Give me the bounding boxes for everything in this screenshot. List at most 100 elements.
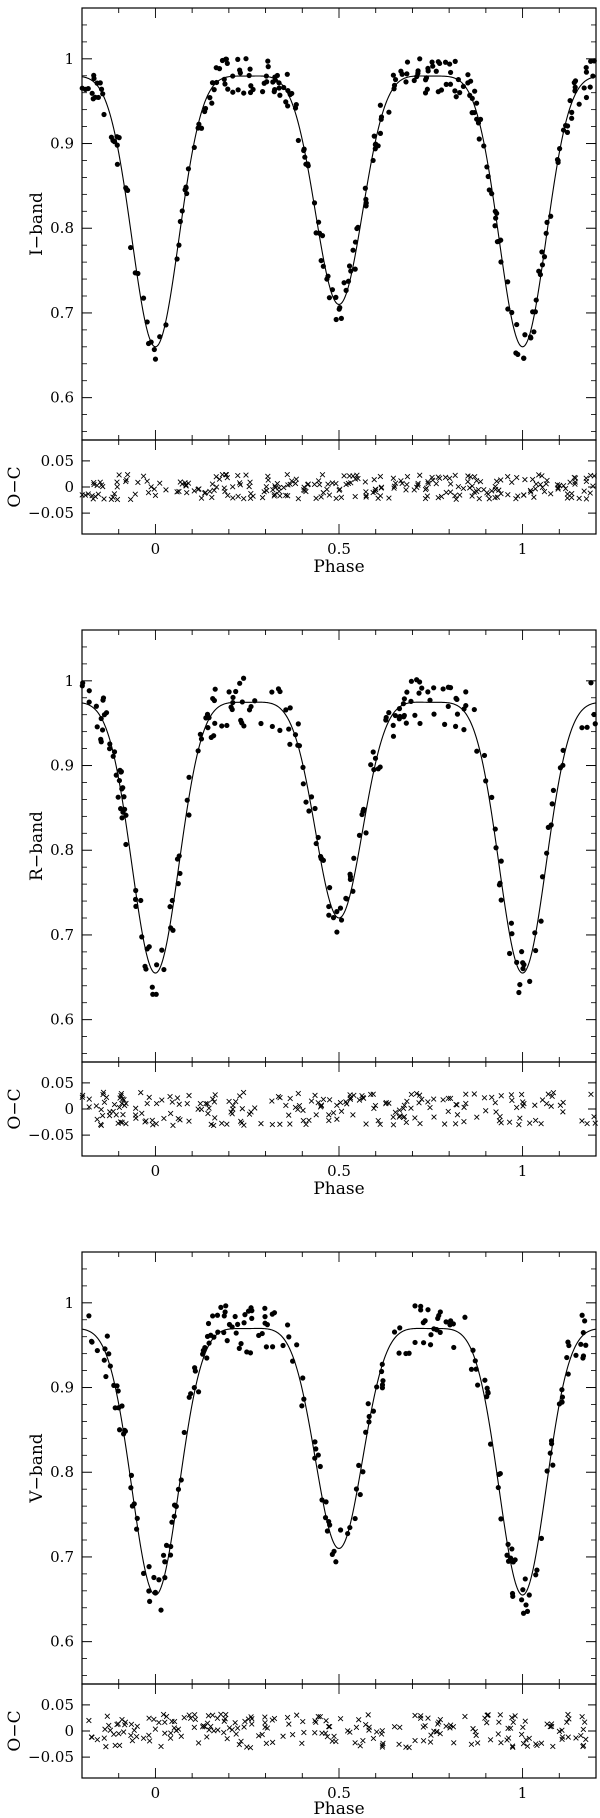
observed-point	[576, 101, 582, 107]
observed-point	[195, 748, 201, 754]
observed-point	[159, 947, 165, 953]
residual-point	[397, 1113, 403, 1119]
residual-point	[186, 1118, 192, 1124]
residual-point	[258, 1120, 264, 1127]
residual-point	[533, 1741, 539, 1747]
residual-point	[391, 483, 398, 489]
residual-point	[184, 1100, 190, 1107]
observed-point	[579, 1312, 585, 1318]
residual-point	[213, 484, 220, 490]
observed-point	[404, 689, 410, 695]
residual-point	[305, 481, 311, 488]
residual-point	[362, 479, 369, 485]
residual-point	[116, 1742, 123, 1749]
observed-point	[447, 61, 453, 67]
residual-y-axis-label: O−C	[5, 466, 25, 507]
residual-point	[229, 484, 236, 490]
observed-point	[246, 707, 253, 713]
observed-point	[169, 1519, 175, 1525]
residual-point	[550, 1089, 557, 1096]
observed-point	[560, 127, 567, 133]
observed-point	[149, 984, 155, 990]
observed-point	[240, 675, 247, 681]
observed-point	[334, 909, 340, 915]
panel-3: 0.6 0.7 0.8 0.9 1 V−band 0 0.5 1 Phase 0.05 0 −0.05O…	[5, 1251, 597, 1818]
observed-point	[147, 1598, 153, 1605]
observed-point	[163, 322, 169, 328]
residual-point	[128, 1721, 135, 1728]
observed-point	[80, 680, 86, 686]
residual-point	[347, 1092, 353, 1098]
observed-point	[396, 1350, 402, 1356]
residual-point	[295, 495, 302, 502]
residual-point	[128, 1732, 134, 1739]
observed-point	[119, 815, 125, 821]
residual-point	[341, 473, 347, 479]
observed-point	[580, 1330, 586, 1336]
observed-point	[496, 238, 502, 244]
residual-plot-frame	[81, 439, 597, 535]
observed-point	[520, 1610, 527, 1616]
residual-point	[555, 486, 561, 492]
observed-point	[453, 695, 459, 701]
residual-point	[390, 1122, 397, 1128]
residual-point	[201, 490, 208, 496]
observed-point	[536, 268, 542, 274]
residual-point	[198, 495, 205, 501]
x-tick-label: 0	[151, 1162, 161, 1180]
residual-point	[222, 488, 228, 495]
residual-point	[119, 1119, 125, 1126]
observed-point	[526, 1592, 532, 1598]
observed-point	[128, 1472, 135, 1478]
observed-point	[510, 1593, 516, 1599]
observed-point	[211, 87, 217, 93]
observed-point	[515, 351, 521, 358]
observed-point	[320, 857, 326, 863]
residual-point	[468, 1741, 475, 1748]
residual-point	[436, 475, 443, 482]
observed-point	[102, 1346, 108, 1352]
observed-point	[486, 187, 492, 193]
residual-point	[560, 1109, 566, 1115]
residual-point	[337, 1099, 344, 1106]
residual-point	[529, 476, 536, 483]
residual-point	[150, 1122, 156, 1128]
residual-point	[456, 492, 463, 498]
observed-point	[204, 711, 211, 717]
observed-point	[504, 1552, 510, 1558]
observed-point	[498, 1516, 504, 1522]
residual-point	[292, 1104, 299, 1111]
residual-point	[363, 494, 369, 500]
residual-point	[471, 1091, 478, 1097]
residual-point	[379, 1742, 386, 1748]
residual-point	[417, 1713, 424, 1719]
x-tick-label: 0.5	[327, 1784, 351, 1802]
residual-point	[114, 496, 121, 503]
observed-point	[86, 1313, 92, 1319]
observed-point	[121, 794, 127, 800]
residual-point	[420, 1738, 427, 1744]
residual-point	[133, 1733, 140, 1740]
residual-point	[334, 1116, 340, 1122]
residual-point	[481, 1095, 488, 1101]
observed-point	[363, 1429, 369, 1435]
observed-point	[473, 1366, 479, 1372]
observed-point	[416, 679, 423, 685]
observed-point	[219, 723, 225, 729]
observed-point	[564, 1354, 570, 1361]
residual-point	[101, 1735, 107, 1741]
observed-point	[430, 63, 436, 69]
residual-point	[486, 496, 493, 502]
observed-point	[272, 87, 278, 93]
observed-point	[315, 219, 322, 225]
residual-point	[91, 481, 97, 488]
residual-point	[293, 476, 300, 482]
residual-point	[576, 495, 582, 502]
residual-point	[167, 1110, 174, 1117]
residual-point	[151, 1716, 157, 1723]
observed-point	[434, 1327, 440, 1333]
observed-point	[308, 794, 315, 800]
observed-point	[461, 727, 467, 733]
observed-point	[425, 68, 431, 74]
observed-point	[301, 1396, 307, 1402]
